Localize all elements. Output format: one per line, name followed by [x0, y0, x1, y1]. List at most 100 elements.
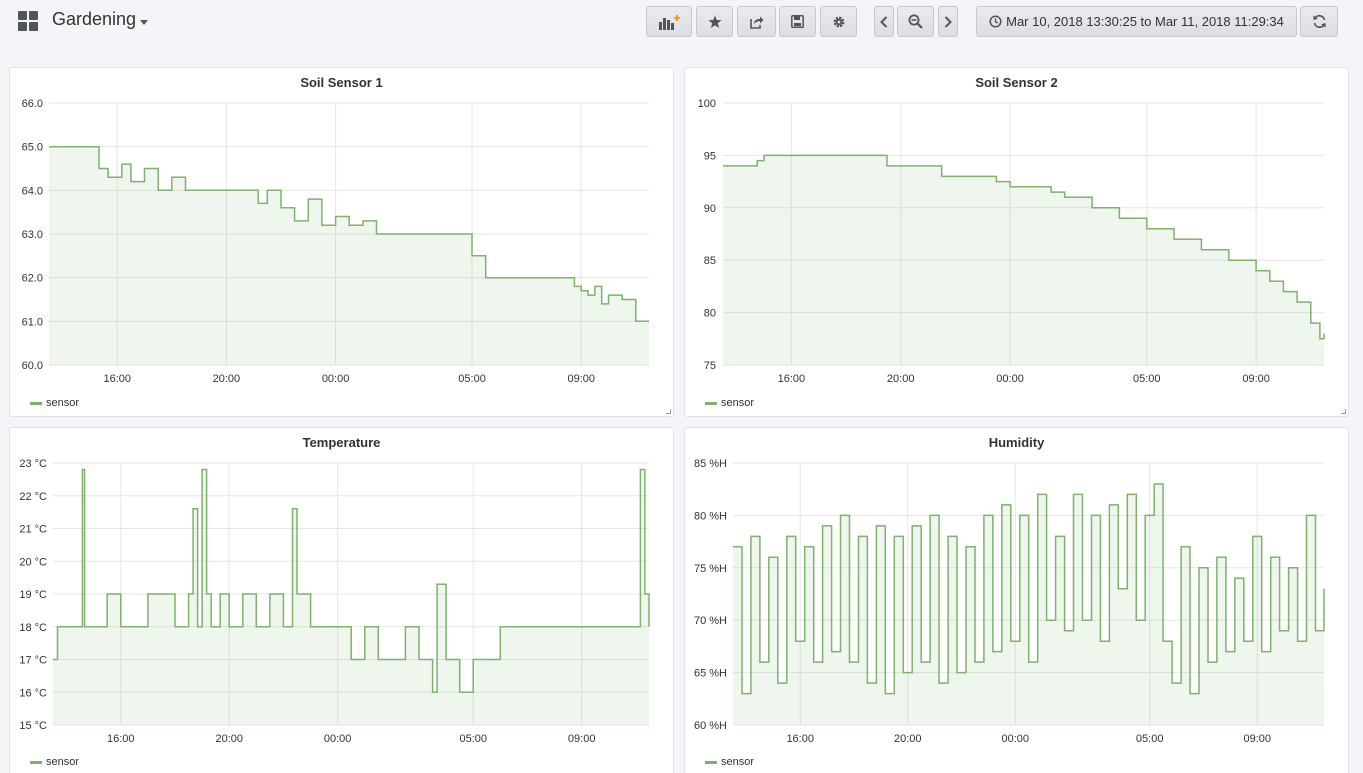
legend-swatch	[30, 401, 42, 405]
y-tick-label: 65 %H	[694, 668, 727, 680]
panel-temperature: Temperature 23 °C 22 °C 21 °C 20 °C 19 °C 18 …	[9, 427, 674, 773]
panel-soil-sensor-2: Soil Sensor 2 100 95 90 85 80 75 16:00 20:00 00:…	[684, 67, 1349, 417]
save-button[interactable]	[779, 6, 816, 37]
star-button[interactable]	[696, 6, 733, 37]
y-tick-label: 16 °C	[19, 687, 47, 699]
clock-icon	[989, 15, 1002, 28]
x-tick-label: 20:00	[887, 373, 915, 385]
y-tick-label: 80	[704, 308, 716, 320]
y-tick-label: 64.0	[22, 185, 43, 197]
y-tick-label: 66.0	[22, 98, 43, 110]
temperature-chart[interactable]: 23 °C 22 °C 21 °C 20 °C 19 °C 18 °C 17 °C 16 °C…	[10, 428, 675, 773]
resize-handle-icon[interactable]	[1341, 409, 1346, 414]
y-tick-label: 80 %H	[694, 510, 727, 522]
panel-title[interactable]: Soil Sensor 2	[975, 75, 1058, 90]
y-tick-label: 75 %H	[694, 563, 727, 575]
settings-button[interactable]	[820, 6, 857, 37]
refresh-icon	[1312, 14, 1326, 29]
add-panel-icon	[659, 14, 680, 30]
y-tick-label: 19 °C	[19, 589, 47, 601]
chevron-down-icon[interactable]	[140, 20, 148, 25]
save-icon	[791, 15, 804, 28]
y-tick-label: 95	[704, 150, 716, 162]
y-tick-label: 90	[704, 203, 716, 215]
y-tick-label: 20 °C	[19, 556, 47, 568]
x-tick-label: 00:00	[322, 373, 350, 385]
zoom-out-button[interactable]	[897, 6, 934, 37]
y-tick-label: 18 °C	[19, 622, 47, 634]
resize-handle-icon[interactable]	[666, 409, 671, 414]
legend[interactable]: sensor	[30, 756, 79, 768]
y-tick-label: 100	[698, 98, 716, 110]
dashboard-title[interactable]: Gardening	[52, 9, 137, 29]
x-tick-label: 20:00	[215, 733, 243, 745]
x-tick-label: 20:00	[894, 733, 922, 745]
add-panel-button[interactable]	[646, 6, 692, 37]
x-tick-label: 16:00	[778, 373, 806, 385]
y-tick-label: 85	[704, 255, 716, 267]
y-tick-label: 65.0	[22, 142, 43, 154]
panel-title[interactable]: Temperature	[302, 435, 381, 450]
series-line[interactable]	[49, 145, 649, 323]
y-tick-label: 22 °C	[19, 491, 47, 503]
y-tick-label: 63.0	[22, 229, 43, 241]
y-tick-label: 60 %H	[694, 720, 727, 732]
legend-label: sensor	[46, 756, 80, 768]
x-tick-label: 05:00	[459, 733, 487, 745]
x-tick-label: 00:00	[324, 733, 352, 745]
series-line[interactable]	[53, 468, 650, 694]
gear-icon	[833, 16, 844, 27]
panel-title[interactable]: Soil Sensor 1	[300, 75, 383, 90]
y-tick-label: 23 °C	[19, 458, 47, 470]
x-tick-label: 20:00	[213, 373, 241, 385]
share-icon	[750, 16, 764, 29]
x-tick-label: 05:00	[1136, 733, 1164, 745]
y-tick-label: 85 %H	[694, 458, 727, 470]
top-navbar: Gardening	[0, 0, 1363, 50]
humidity-chart[interactable]: 85 %H 80 %H 75 %H 70 %H 65 %H 60 %H 16:00 20:00…	[685, 428, 1350, 773]
y-tick-label: 60.0	[22, 360, 43, 372]
legend-swatch	[705, 760, 717, 764]
legend-label: sensor	[721, 397, 755, 409]
x-tick-label: 09:00	[567, 373, 595, 385]
x-tick-label: 05:00	[458, 373, 486, 385]
time-back-button[interactable]	[874, 6, 894, 37]
x-tick-label: 09:00	[568, 733, 596, 745]
y-tick-label: 15 °C	[19, 720, 47, 732]
y-tick-label: 70 %H	[694, 615, 727, 627]
time-range-label: Mar 10, 2018 13:30:25 to Mar 11, 2018 11…	[1006, 14, 1284, 29]
legend-label: sensor	[46, 397, 80, 409]
legend[interactable]: sensor	[705, 397, 754, 409]
time-range-picker[interactable]: Mar 10, 2018 13:30:25 to Mar 11, 2018 11…	[976, 6, 1297, 37]
x-tick-label: 00:00	[996, 373, 1024, 385]
x-tick-label: 16:00	[786, 733, 814, 745]
series-line[interactable]	[723, 154, 1325, 340]
x-tick-label: 05:00	[1133, 373, 1161, 385]
y-tick-label: 21 °C	[19, 524, 47, 536]
y-tick-label: 61.0	[22, 316, 43, 328]
series-line[interactable]	[733, 483, 1325, 695]
soil-sensor-1-chart[interactable]: 66.0 65.0 64.0 63.0 62.0 61.0 60.0 16:00 20:00 00…	[10, 68, 675, 418]
y-tick-label: 75	[704, 360, 716, 372]
panel-humidity: Humidity 85 %H 80 %H 75 %H 70 %H 65 %H 60 %H 1…	[684, 427, 1349, 773]
y-tick-label: 62.0	[22, 273, 43, 285]
panel-title[interactable]: Humidity	[988, 435, 1045, 450]
x-tick-label: 09:00	[1242, 373, 1270, 385]
y-tick-label: 17 °C	[19, 655, 47, 667]
legend[interactable]: sensor	[30, 397, 79, 409]
legend-swatch	[30, 760, 42, 764]
x-tick-label: 16:00	[107, 733, 135, 745]
legend-label: sensor	[721, 756, 755, 768]
series-area	[49, 146, 649, 365]
chevron-left-icon	[880, 15, 888, 28]
legend[interactable]: sensor	[705, 756, 754, 768]
refresh-button[interactable]	[1300, 6, 1338, 37]
time-forward-button[interactable]	[938, 6, 958, 37]
soil-sensor-2-chart[interactable]: 100 95 90 85 80 75 16:00 20:00 00:00 05:00 09:00	[685, 68, 1350, 418]
zoom-out-icon	[908, 14, 923, 29]
dashboard-grid-icon[interactable]	[18, 11, 39, 32]
share-button[interactable]	[737, 6, 776, 37]
x-tick-label: 16:00	[103, 373, 131, 385]
x-tick-label: 00:00	[1002, 733, 1030, 745]
series-area	[53, 469, 649, 725]
